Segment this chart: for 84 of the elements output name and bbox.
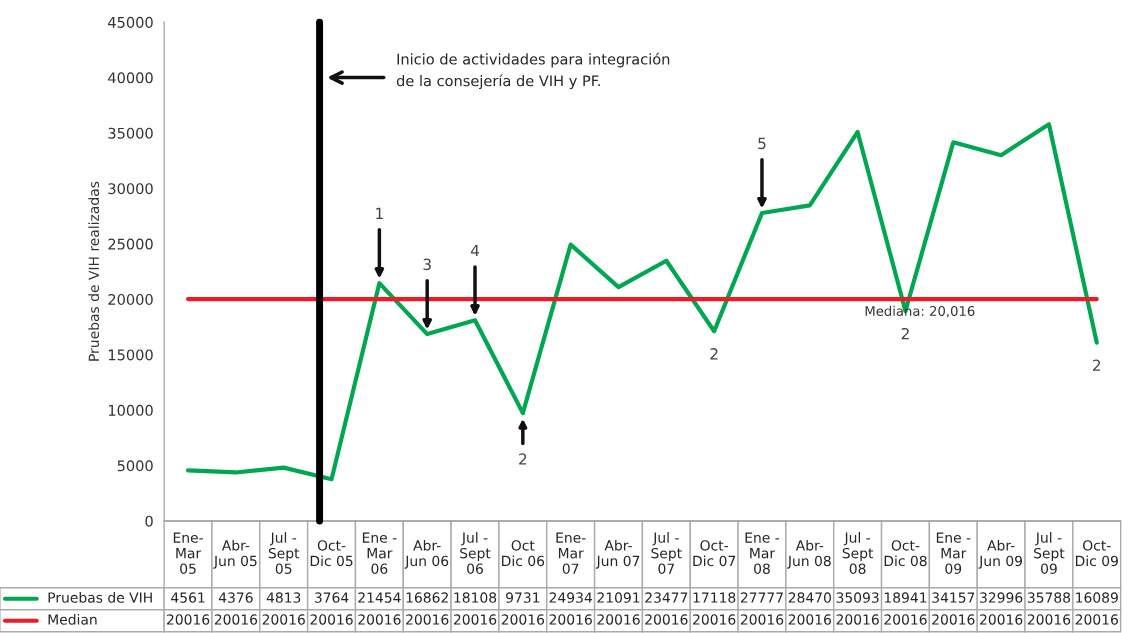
data-label: 20016 [788,614,832,625]
legend-label: Pruebas de VIH [48,592,152,603]
annotation: 1 [376,207,383,220]
data-label: 24934 [549,592,592,603]
data-label: 16089 [1076,592,1118,603]
data-label: 20016 [214,614,258,625]
x-tick-label: Oct- Dic 07 [693,540,736,567]
x-tick-label: Abr- Jun 05 [213,539,257,569]
data-label: 21454 [358,592,401,603]
x-tick-label: Ene- Mar 05 [173,532,203,574]
x-tick-label: Jul - Sept 08 [842,532,874,574]
data-label: 9731 [506,592,540,603]
y-tick-label: 20000 [108,293,153,306]
data-label: 20016 [597,614,640,625]
data-label: 35093 [836,592,879,603]
data-label: 21091 [597,592,640,603]
annotation: 2 [519,453,527,465]
x-tick-label: Ene- Mar 07 [556,532,586,574]
y-tick-label: 30000 [108,183,153,195]
data-label: 35788 [1027,592,1071,603]
data-label: 20016 [310,614,353,625]
data-label: 20016 [740,614,784,625]
data-label: 28470 [788,592,831,603]
data-label: 20016 [358,614,401,625]
data-label: 16862 [406,592,448,603]
y-tick-label: 15000 [108,349,153,361]
data-label: 18108 [454,592,497,603]
annotation: 3 [423,258,431,271]
data-label: 32996 [980,592,1023,603]
data-label: 18941 [884,592,927,603]
y-tick-label: 25000 [108,238,153,250]
x-tick-label: Oct- Dic 09 [1075,540,1118,567]
data-label: 20016 [932,614,975,625]
data-label: 20016 [1027,614,1071,625]
x-tick-label: Ene - Mar 06 [362,532,397,574]
x-tick-label: Abr- Jun 09 [978,539,1023,569]
annotation: 2 [901,327,909,340]
annotation: 4 [470,244,480,257]
x-tick-label: Jul - Sept 09 [1034,532,1065,574]
x-tick-label: Abr- Jun 07 [595,539,640,569]
data-label: 20016 [549,614,592,625]
legend-label: Median [48,614,97,625]
data-label: 20016 [501,614,545,625]
data-label: 20016 [836,614,879,625]
x-tick-label: Ene - Mar 08 [745,532,780,574]
y-tick-label: 35000 [108,127,153,139]
data-label: 20016 [1075,614,1118,625]
data-label: 20016 [166,614,210,625]
data-label: 4561 [171,592,205,603]
annotation: 2 [1093,359,1101,371]
data-label: 20016 [262,614,305,625]
x-tick-label: Ene - Mar 09 [936,532,971,574]
data-label: 20016 [980,614,1023,625]
data-label: 20016 [406,614,449,625]
annotation: 2 [710,348,718,360]
x-tick-label: Jul - Sept 05 [268,532,300,574]
data-label: 20016 [645,614,688,625]
x-tick-label: Oct- Dic 08 [884,540,927,567]
data-label: 20016 [693,614,736,625]
x-tick-label: Abr- Jun 08 [787,539,831,569]
annotation: 5 [758,137,766,150]
data-label: 17118 [693,592,736,603]
data-label: 20016 [884,614,927,625]
data-label: 4813 [266,592,301,603]
data-label: 34157 [932,592,975,603]
line-series [185,122,1099,482]
data-label: 3764 [314,592,349,603]
x-tick-label: Abr- Jun 06 [404,539,449,569]
y-axis-title: Pruebas de VIH realizadas [88,181,100,361]
annotation: Mediana: 20,016 [865,305,975,318]
x-tick-label: Oct Dic 06 [502,540,545,567]
y-tick-label: 0 [145,515,153,527]
y-tick-label: 40000 [108,72,153,84]
data-label: 20016 [453,614,497,625]
data-label: 4376 [218,592,253,603]
y-tick-label: 45000 [108,16,153,28]
y-tick-label: 5000 [117,460,153,472]
y-tick-label: 10000 [108,404,153,416]
data-label: 27777 [740,592,783,603]
x-tick-label: Oct- Dic 05 [310,540,353,567]
x-tick-label: Jul - Sept 06 [460,532,491,574]
data-label: 23477 [645,592,688,603]
annotation: Inicio de actividades para integración de la consejería de VIH y PF. [396,52,670,90]
x-tick-label: Jul - Sept 07 [651,532,682,574]
